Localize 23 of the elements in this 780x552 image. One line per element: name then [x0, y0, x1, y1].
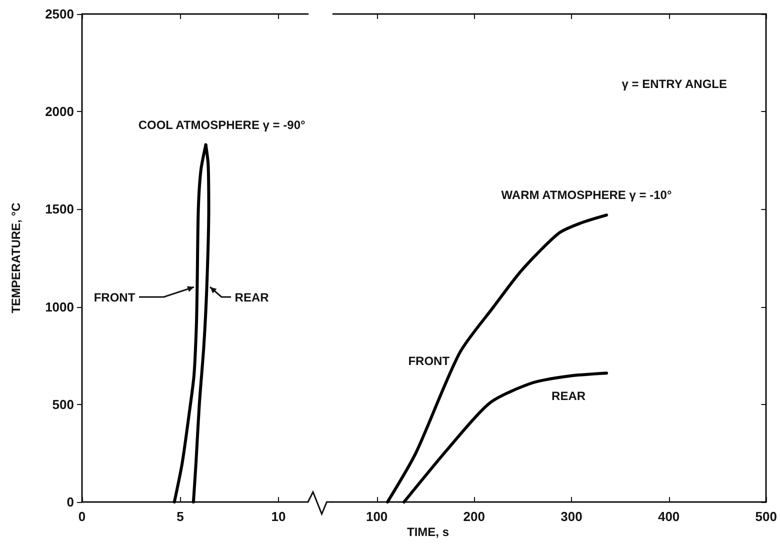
text: FRONT	[94, 290, 136, 304]
x-tick-label: 200	[463, 509, 485, 524]
x-tick-label: 100	[366, 509, 388, 524]
y-tick-label: 2500	[45, 6, 74, 22]
x-tick-label: 400	[658, 509, 680, 524]
text: REAR	[234, 290, 270, 304]
annotation: COOL ATMOSPHERE γ = -90°	[138, 118, 306, 132]
y-tick-label: 1000	[45, 299, 74, 314]
x-axis-title: TIME, s	[406, 525, 450, 539]
y-axis-title: TEMPERATURE, °C	[9, 202, 23, 314]
y-tick-label: 2000	[45, 104, 74, 120]
x-tick-label: 5	[176, 509, 184, 524]
x-tick-label: 10	[271, 509, 286, 524]
series-label: REAR	[552, 389, 586, 404]
y-tick-label: 1500	[45, 202, 74, 217]
y-tick-label: 0	[66, 494, 74, 510]
annotation: WARM ATMOSPHERE γ = -10°	[501, 188, 672, 202]
x-tick-label: 500	[755, 509, 778, 524]
annotation: γ = ENTRY ANGLE	[622, 77, 727, 91]
x-tick-label: 0	[78, 509, 86, 524]
x-tick-label: 300	[560, 509, 582, 524]
y-tick-label: 500	[52, 396, 74, 412]
series-label: FRONT	[408, 354, 450, 368]
